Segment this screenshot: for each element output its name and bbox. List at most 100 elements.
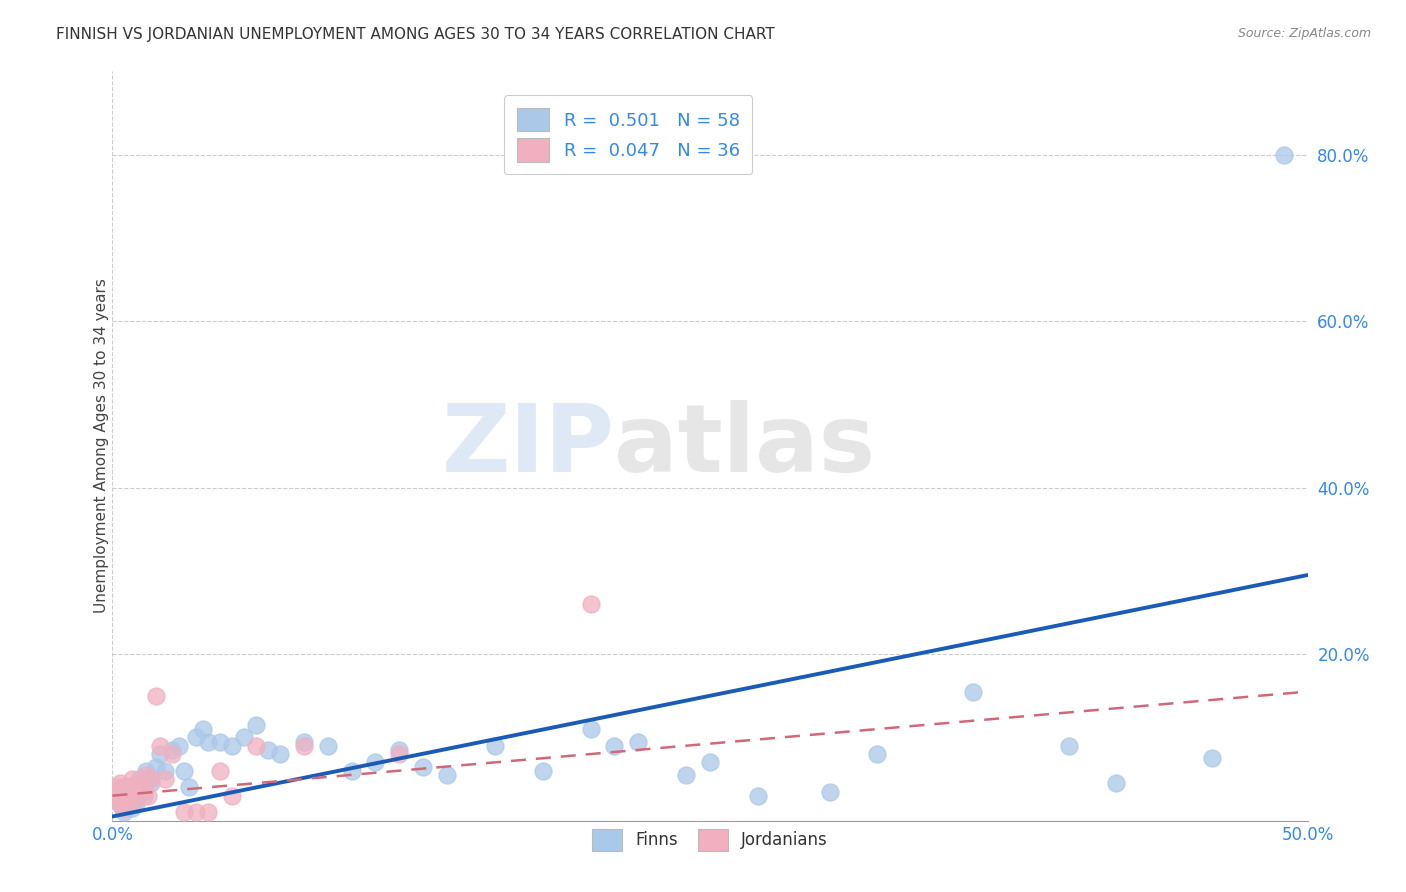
Point <box>245 739 267 753</box>
Point <box>388 743 411 757</box>
Point <box>138 789 160 803</box>
Point <box>132 789 155 803</box>
Point <box>118 780 141 795</box>
Point <box>118 789 141 803</box>
Y-axis label: Unemployment Among Ages 30 to 34 years: Unemployment Among Ages 30 to 34 years <box>94 278 108 614</box>
Point <box>129 780 152 795</box>
Point <box>105 780 128 795</box>
Point <box>531 764 554 778</box>
Point <box>115 793 138 807</box>
Point <box>149 739 172 753</box>
Point <box>257 743 280 757</box>
Point <box>292 734 315 748</box>
Point <box>125 797 148 811</box>
Point <box>111 789 134 803</box>
Point <box>603 739 626 753</box>
Point <box>1105 776 1128 790</box>
Point <box>111 793 134 807</box>
Point <box>135 764 157 778</box>
Point <box>162 747 183 761</box>
Point <box>138 772 160 786</box>
Text: atlas: atlas <box>614 400 876 492</box>
Point <box>139 772 162 786</box>
Point <box>105 793 128 807</box>
Point <box>579 597 602 611</box>
Legend: Finns, Jordanians: Finns, Jordanians <box>585 822 835 857</box>
Point <box>108 797 131 811</box>
Point <box>132 784 155 798</box>
Point <box>579 722 602 736</box>
Point <box>118 780 141 795</box>
Point <box>193 722 215 736</box>
Point <box>111 780 134 795</box>
Point <box>108 784 131 798</box>
Point <box>177 780 200 795</box>
Point <box>108 793 131 807</box>
Point <box>186 805 208 820</box>
Point <box>114 801 135 815</box>
Point <box>104 789 127 803</box>
Point <box>197 805 219 820</box>
Point <box>173 805 195 820</box>
Point <box>388 747 411 761</box>
Point <box>115 793 138 807</box>
Point <box>233 731 256 745</box>
Point <box>627 734 650 748</box>
Point <box>114 780 135 795</box>
Point <box>866 747 889 761</box>
Point <box>122 793 145 807</box>
Point <box>115 797 138 811</box>
Point <box>108 776 131 790</box>
Point <box>114 784 135 798</box>
Point <box>269 747 291 761</box>
Point <box>128 772 150 786</box>
Point <box>121 772 143 786</box>
Point <box>105 789 128 803</box>
Point <box>169 739 191 753</box>
Point <box>292 739 315 753</box>
Point <box>111 801 134 815</box>
Point <box>149 747 172 761</box>
Point <box>153 772 176 786</box>
Point <box>675 768 697 782</box>
Point <box>316 739 339 753</box>
Point <box>173 764 195 778</box>
Point <box>484 739 506 753</box>
Point <box>121 801 143 815</box>
Point <box>962 684 984 698</box>
Point <box>209 764 232 778</box>
Point <box>818 784 841 798</box>
Point <box>115 784 138 798</box>
Point <box>121 789 143 803</box>
Point <box>128 776 150 790</box>
Point <box>1057 739 1080 753</box>
Point <box>197 734 219 748</box>
Point <box>186 731 208 745</box>
Point <box>209 734 232 748</box>
Point <box>162 743 183 757</box>
Point <box>436 768 458 782</box>
Point <box>221 789 243 803</box>
Point <box>340 764 363 778</box>
Point <box>135 768 157 782</box>
Point <box>412 759 434 773</box>
Point <box>364 756 387 770</box>
Text: Source: ZipAtlas.com: Source: ZipAtlas.com <box>1237 27 1371 40</box>
Point <box>1201 751 1223 765</box>
Point <box>139 776 162 790</box>
Point <box>153 764 176 778</box>
Point <box>122 784 145 798</box>
Text: FINNISH VS JORDANIAN UNEMPLOYMENT AMONG AGES 30 TO 34 YEARS CORRELATION CHART: FINNISH VS JORDANIAN UNEMPLOYMENT AMONG … <box>56 27 775 42</box>
Point <box>747 789 769 803</box>
Point <box>699 756 721 770</box>
Point <box>145 759 167 773</box>
Point <box>125 793 148 807</box>
Point <box>1272 147 1295 161</box>
Point <box>108 797 131 811</box>
Point <box>114 805 135 820</box>
Text: ZIP: ZIP <box>441 400 614 492</box>
Point <box>145 689 167 703</box>
Point <box>129 780 152 795</box>
Point <box>245 718 267 732</box>
Point <box>221 739 243 753</box>
